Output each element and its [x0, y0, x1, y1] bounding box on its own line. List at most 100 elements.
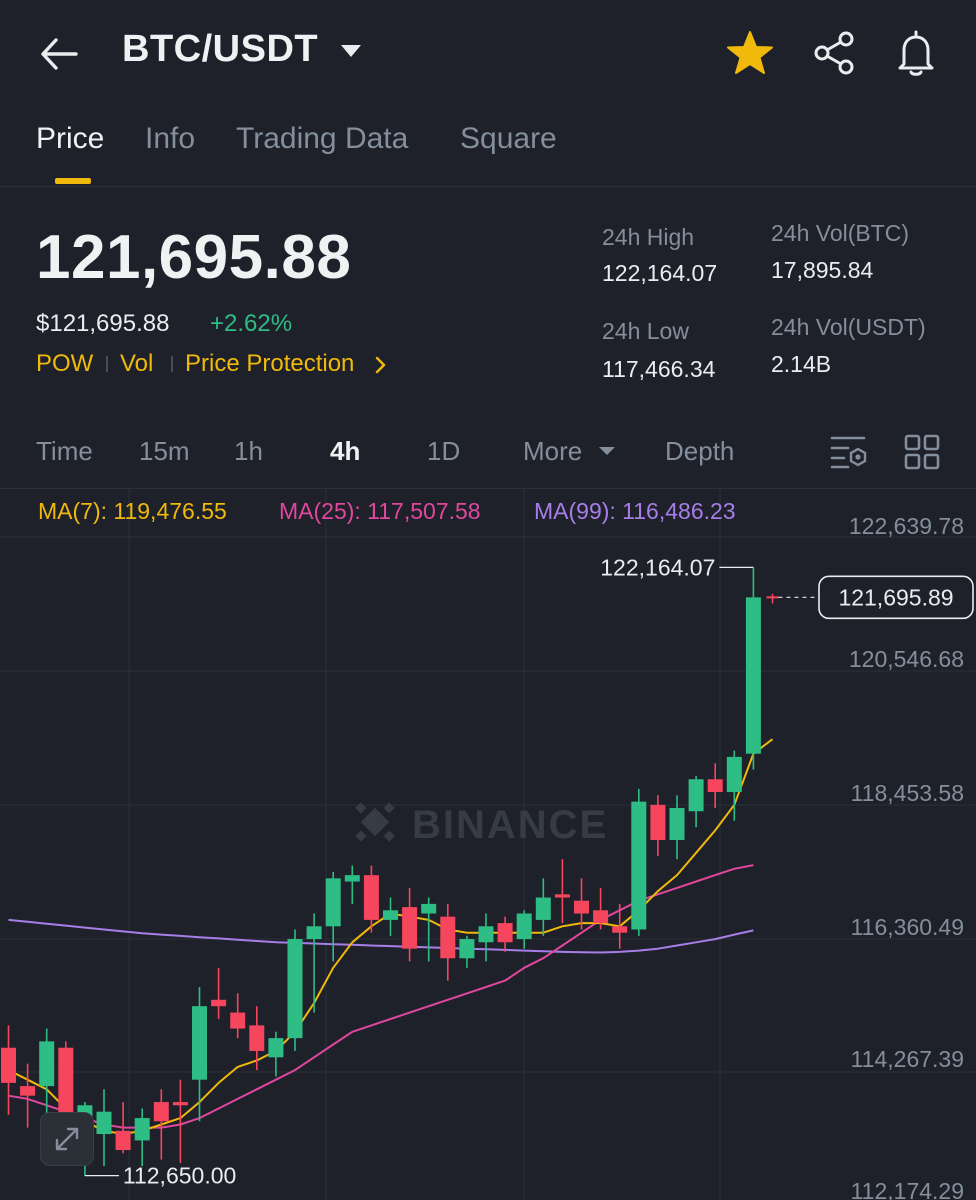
candle-body [268, 1038, 284, 1058]
candle-body [669, 808, 685, 840]
candle-body [707, 779, 723, 793]
ma25-label: MA(25): 117,507.58 [279, 498, 481, 524]
interval-1d[interactable]: 1D [427, 436, 461, 466]
candle-body [593, 910, 609, 924]
candle-body [211, 999, 227, 1007]
grid-layout-icon[interactable] [904, 434, 940, 470]
candle-body [363, 875, 379, 920]
y-axis-tick-label: 122,639.78 [849, 513, 964, 539]
chevron-right-icon[interactable] [375, 356, 387, 374]
ma7-label: MA(7): 119,476.55 [38, 498, 227, 524]
candlestick-chart[interactable]: BINANCE 122,639.78 120,546.68 118,453.58 11… [0, 488, 976, 1200]
bell-icon[interactable] [892, 28, 940, 78]
back-arrow-icon[interactable] [38, 34, 80, 74]
candle-body [344, 875, 360, 882]
candle-body [402, 907, 418, 949]
active-tab-indicator [55, 178, 91, 184]
candle-body [612, 926, 628, 933]
stat-24h-vol-btc-value: 17,895.84 [771, 257, 874, 283]
current-price-chip [818, 575, 974, 620]
tag-separator [106, 356, 108, 372]
candle-body [574, 900, 589, 914]
stat-24h-vol-btc-label: 24h Vol(BTC) [771, 220, 910, 246]
expand-icon [55, 1127, 79, 1151]
chart-settings-icon[interactable] [830, 434, 868, 470]
candle-body [20, 1086, 36, 1096]
candle-body [478, 926, 494, 943]
tag-pow[interactable]: POW [36, 350, 94, 377]
stat-24h-high-label: 24h High [602, 224, 695, 250]
tab-info[interactable]: Info [145, 122, 196, 155]
last-price: 121,695.88 [36, 223, 352, 292]
pair-title[interactable]: BTC/USDT [122, 28, 319, 70]
binance-watermark: BINANCE [355, 802, 608, 847]
candle-body [497, 923, 513, 943]
candle-body [134, 1118, 150, 1141]
caret-down-icon[interactable] [340, 44, 362, 58]
high-price-annotation: 122,164.07 [600, 554, 715, 580]
tab-trading-data[interactable]: Trading Data [236, 122, 409, 155]
candle-body [459, 939, 475, 959]
stat-24h-high-value: 122,164.07 [602, 260, 718, 286]
interval-15m[interactable]: 15m [139, 436, 190, 466]
interval-4h[interactable]: 4h [330, 436, 361, 466]
stat-24h-vol-usdt-value: 2.14B [771, 351, 832, 377]
y-axis-tick-label: 116,360.49 [851, 914, 964, 940]
chart-divider [0, 488, 976, 489]
price-change-percent: +2.62% [210, 310, 293, 337]
caret-down-icon[interactable] [598, 446, 616, 456]
candle-body [688, 779, 704, 812]
candle-body [172, 1102, 188, 1106]
share-icon[interactable] [810, 30, 858, 76]
candle-body [766, 596, 779, 599]
candle-body [383, 910, 398, 920]
candle-body [745, 597, 761, 754]
candle-body [39, 1041, 55, 1087]
interval-1h[interactable]: 1h [234, 436, 263, 466]
star-icon[interactable] [726, 30, 774, 76]
candle-body [554, 894, 570, 898]
y-axis-tick-label: 112,174.29 [851, 1178, 964, 1200]
y-axis-tick-label: 114,267.39 [851, 1046, 964, 1072]
usd-price: $121,695.88 [36, 310, 170, 337]
interval-time[interactable]: Time [36, 436, 93, 466]
candle-body [650, 804, 666, 840]
candle-body [440, 916, 456, 959]
ma99-line [8, 918, 754, 954]
interval-more[interactable]: More [523, 436, 583, 466]
stat-24h-vol-usdt-label: 24h Vol(USDT) [771, 314, 926, 340]
candle-body [249, 1025, 265, 1051]
tag-vol[interactable]: Vol [120, 350, 154, 377]
candle-body [230, 1012, 246, 1029]
candle-body [516, 913, 532, 940]
ma25-line [8, 864, 754, 1129]
candle-body [153, 1102, 169, 1122]
candle-body [96, 1111, 112, 1135]
candle-body [192, 1006, 207, 1080]
chart-gridlines [0, 489, 976, 1200]
candle-body [1, 1047, 16, 1083]
ma99-label: MA(99): 116,486.23 [534, 498, 736, 524]
fullscreen-button[interactable] [40, 1112, 94, 1166]
tag-separator [171, 356, 173, 372]
stat-24h-low-value: 117,466.34 [602, 356, 716, 382]
low-price-annotation: 112,650.00 [123, 1163, 236, 1189]
candle-body [306, 926, 322, 940]
y-axis-tick-label: 118,453.58 [851, 780, 964, 806]
tabs-divider [0, 186, 976, 187]
y-axis-tick-label: 120,546.68 [849, 646, 964, 672]
candle-body [535, 897, 551, 920]
tab-price[interactable]: Price [36, 122, 105, 155]
candle-body [726, 756, 742, 793]
candle-body [631, 801, 647, 930]
candle-body [115, 1130, 131, 1151]
stat-24h-low-label: 24h Low [602, 318, 689, 344]
candle-body [421, 903, 437, 914]
watermark-text: BINANCE [412, 803, 608, 847]
current-price-label: 121,695.89 [838, 584, 953, 610]
tag-price-protection[interactable]: Price Protection [185, 350, 355, 377]
tab-square[interactable]: Square [460, 122, 557, 155]
candle-body [287, 939, 303, 1039]
candle-body [325, 878, 341, 927]
interval-depth[interactable]: Depth [665, 436, 735, 466]
